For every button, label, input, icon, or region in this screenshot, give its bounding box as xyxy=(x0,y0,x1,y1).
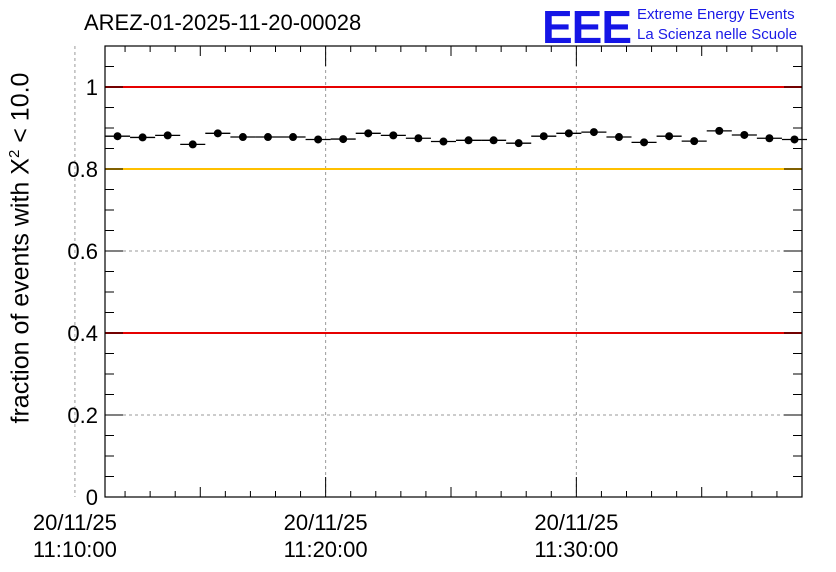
x-tick-date-0: 20/11/25 xyxy=(33,510,117,535)
data-point-25 xyxy=(740,130,749,139)
x-tick-time-0: 11:10:00 xyxy=(33,537,117,562)
y-tick-label-3: 0.6 xyxy=(67,239,98,264)
y-axis-label-suffix: < 10.0 xyxy=(6,72,35,150)
x-tick-date-2: 20/11/25 xyxy=(534,510,618,535)
x-tick-time-2: 11:30:00 xyxy=(534,537,618,562)
data-point-8 xyxy=(314,135,323,144)
y-tick-label-1: 0.2 xyxy=(67,403,98,428)
data-point-20 xyxy=(614,133,623,142)
logo-line2: La Scienza nelle Scuole xyxy=(637,26,798,43)
data-point-19 xyxy=(589,128,598,137)
logo-mark: EEE xyxy=(542,1,632,53)
x-tick-time-1: 11:20:00 xyxy=(284,537,368,562)
data-point-9 xyxy=(339,135,348,144)
data-point-12 xyxy=(414,134,423,143)
data-point-6 xyxy=(263,133,272,142)
y-axis-label-prefix: fraction of events with xyxy=(6,174,35,424)
data-point-22 xyxy=(665,132,674,141)
data-point-24 xyxy=(715,126,724,135)
data-point-23 xyxy=(690,137,699,146)
data-point-2 xyxy=(163,131,172,140)
data-point-17 xyxy=(539,132,548,141)
y-axis-label: fraction of events with X2 < 10.0 xyxy=(6,38,40,458)
data-point-21 xyxy=(640,138,649,147)
y-tick-label-0: 0 xyxy=(86,485,98,510)
data-point-16 xyxy=(514,139,523,148)
x-tick-date-1: 20/11/25 xyxy=(284,510,368,535)
data-point-11 xyxy=(389,131,398,140)
data-point-1 xyxy=(138,133,147,142)
data-point-7 xyxy=(289,133,298,142)
data-point-0 xyxy=(113,132,122,141)
plot-frame xyxy=(104,45,803,498)
data-point-4 xyxy=(213,129,222,138)
data-point-5 xyxy=(238,133,247,142)
data-point-18 xyxy=(564,129,573,138)
data-point-26 xyxy=(765,134,774,143)
data-point-27 xyxy=(790,135,799,144)
y-axis-label-symbol: X xyxy=(6,158,35,175)
y-tick-label-4: 0.8 xyxy=(67,157,98,182)
data-point-10 xyxy=(364,129,373,138)
y-tick-label-5: 1 xyxy=(86,75,98,100)
chart-title: AREZ-01-2025-11-20-00028 xyxy=(84,10,362,35)
logo-line1: Extreme Energy Events xyxy=(637,6,795,23)
y-tick-label-2: 0.4 xyxy=(67,321,98,346)
data-point-14 xyxy=(464,136,473,145)
data-point-3 xyxy=(188,140,197,149)
data-point-15 xyxy=(489,136,498,145)
y-axis-label-exponent: 2 xyxy=(6,149,23,159)
data-point-13 xyxy=(439,137,448,146)
